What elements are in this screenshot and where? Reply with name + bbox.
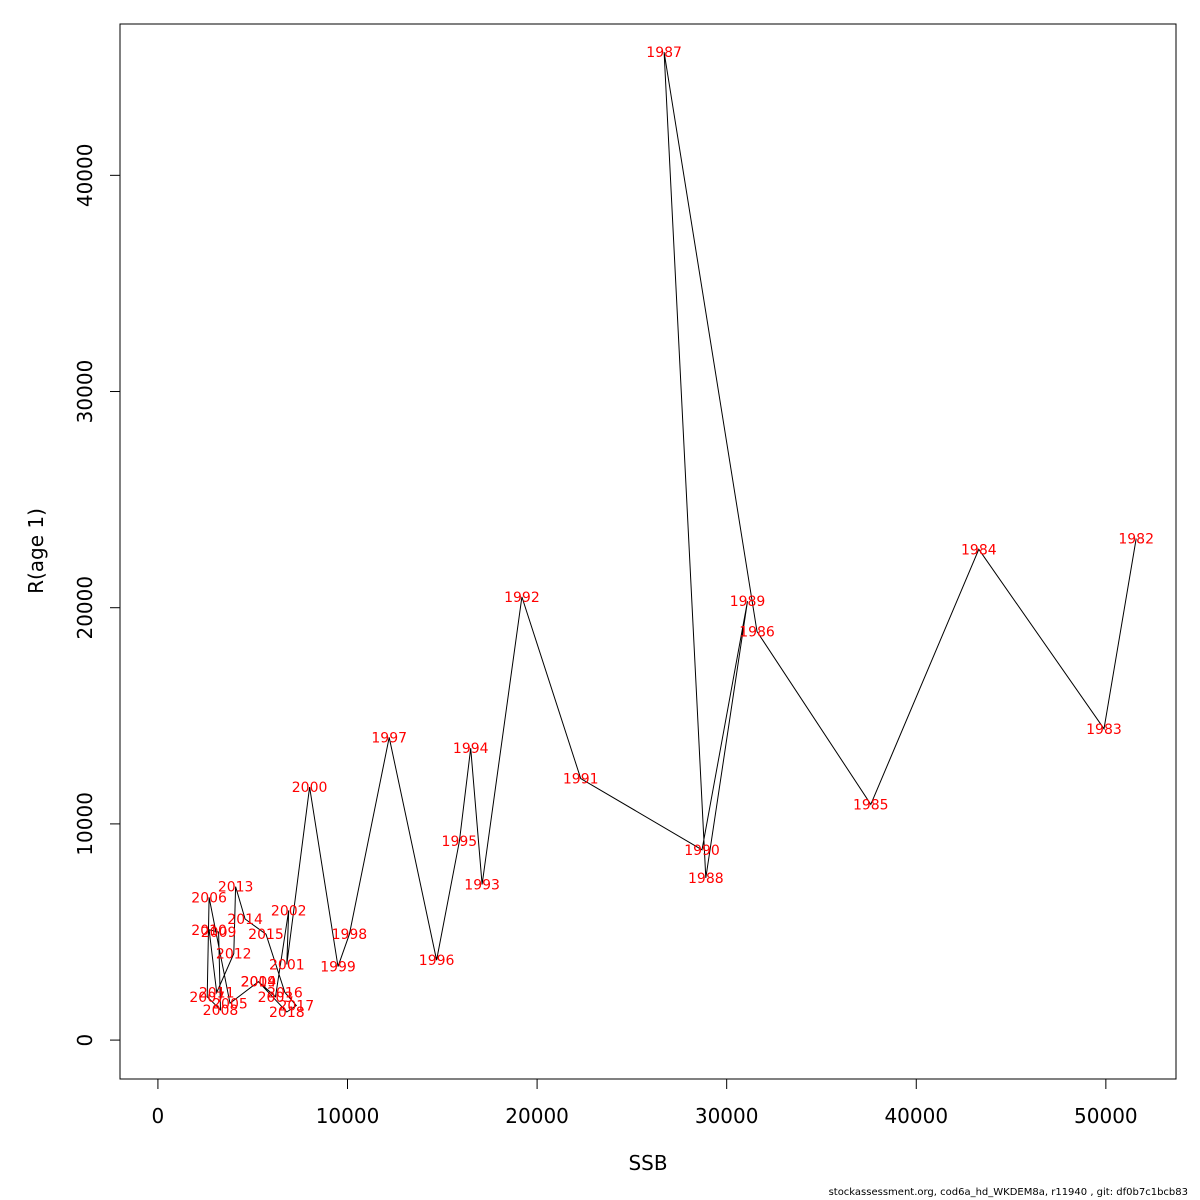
point-label-1994: 1994: [453, 741, 489, 757]
point-label-2009: 2009: [201, 925, 237, 941]
x-tick-label: 10000: [316, 1104, 380, 1128]
point-label-2000: 2000: [292, 780, 328, 796]
point-label-2019: 2019: [241, 975, 277, 991]
point-label-2011: 2011: [199, 986, 235, 1002]
x-tick-label: 20000: [505, 1104, 569, 1128]
point-label-2003: 2003: [258, 990, 294, 1006]
x-tick-label: 50000: [1074, 1104, 1138, 1128]
point-label-1984: 1984: [961, 542, 997, 558]
y-axis: 0 10000 20000 30000 40000: [73, 144, 121, 1047]
y-tick-label: 10000: [73, 792, 97, 856]
point-labels: 1982 1983 1984 1985 1986 1987 1988 1989 1990 1991…: [189, 45, 1154, 1021]
point-label-2017: 2017: [278, 998, 314, 1014]
point-label-1983: 1983: [1086, 722, 1122, 738]
y-axis-title: R(age 1): [24, 508, 48, 594]
point-label-2006: 2006: [191, 890, 227, 906]
point-label-2001: 2001: [269, 957, 305, 973]
point-label-2018: 2018: [269, 1005, 305, 1021]
x-axis-title: SSB: [628, 1151, 667, 1175]
series: [206, 52, 1137, 1013]
point-label-1991: 1991: [563, 771, 599, 787]
point-label-1985: 1985: [853, 797, 889, 813]
x-tick-label: 30000: [695, 1104, 759, 1128]
point-label-1993: 1993: [464, 877, 500, 893]
point-label-1999: 1999: [320, 960, 356, 976]
point-label-2013: 2013: [218, 880, 254, 896]
x-axis: 0 10000 20000 30000 40000 50000: [152, 1078, 1138, 1128]
point-label-1997: 1997: [371, 730, 407, 746]
point-label-1995: 1995: [442, 834, 478, 850]
point-label-1998: 1998: [332, 927, 368, 943]
footer-credit: stockassessment.org, cod6a_hd_WKDEM8a, r…: [828, 1187, 1188, 1198]
point-label-1982: 1982: [1118, 532, 1154, 548]
point-label-2008: 2008: [203, 1003, 239, 1019]
point-label-2007: 2007: [189, 990, 225, 1006]
point-label-2015: 2015: [248, 927, 284, 943]
point-label-1987: 1987: [646, 45, 682, 61]
point-label-2010: 2010: [191, 923, 227, 939]
point-label-2005: 2005: [212, 996, 248, 1012]
point-label-1992: 1992: [504, 590, 540, 606]
x-tick-label: 0: [152, 1104, 165, 1128]
point-label-1996: 1996: [419, 953, 455, 969]
series-line: [206, 52, 1137, 1013]
point-label-1988: 1988: [688, 871, 724, 887]
point-label-1989: 1989: [730, 594, 766, 610]
point-label-2012: 2012: [216, 947, 252, 963]
y-tick-label: 40000: [73, 144, 97, 208]
point-label-1990: 1990: [684, 843, 720, 859]
y-tick-label: 30000: [73, 360, 97, 424]
x-tick-label: 40000: [884, 1104, 948, 1128]
point-label-2014: 2014: [227, 912, 263, 928]
point-label-2002: 2002: [271, 903, 307, 919]
point-label-2016: 2016: [267, 986, 303, 1002]
point-label-1986: 1986: [739, 624, 775, 640]
y-tick-label: 0: [73, 1034, 97, 1047]
point-label-2004: 2004: [241, 975, 277, 991]
plot-frame: [119, 23, 1177, 1080]
y-tick-label: 20000: [73, 576, 97, 640]
